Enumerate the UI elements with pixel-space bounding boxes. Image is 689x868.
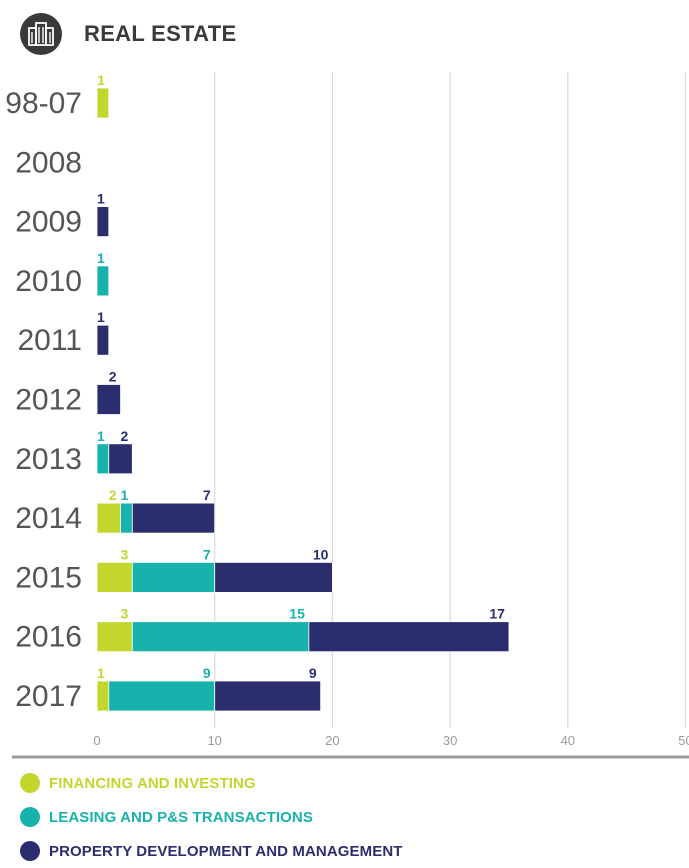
data-label: 9	[309, 665, 317, 681]
bar-segment-1	[97, 266, 109, 296]
data-label: 3	[121, 606, 129, 622]
category-label: 98-07	[5, 87, 82, 120]
legend-swatch-leasing	[20, 807, 40, 827]
bar-segment-0	[97, 562, 132, 592]
data-label: 3	[121, 546, 129, 562]
data-label: 15	[289, 606, 305, 622]
data-label: 10	[313, 546, 329, 562]
legend-label-property: PROPERTY DEVELOPMENT AND MANAGEMENT	[49, 843, 403, 860]
bar-segment-2	[97, 207, 109, 237]
x-tick-label: 20	[325, 733, 339, 748]
data-label: 1	[97, 72, 105, 88]
bar-segment-2	[97, 325, 109, 355]
data-label: 1	[97, 191, 105, 207]
bar-segment-1	[132, 622, 309, 652]
data-label: 7	[203, 487, 211, 503]
data-label: 1	[97, 309, 105, 325]
data-label: 9	[203, 665, 211, 681]
data-label: 17	[489, 606, 505, 622]
x-tick-label: 40	[561, 733, 575, 748]
bar-segment-0	[97, 88, 109, 118]
data-label: 2	[109, 487, 117, 503]
bar-segment-1	[109, 681, 215, 711]
data-label: 1	[97, 250, 105, 266]
category-label: 2016	[15, 621, 82, 654]
category-labels: 98-07 2008 2009 2010 2011 2012 2013 2014 2015 201…	[5, 87, 82, 713]
legend-swatch-property	[20, 841, 40, 861]
bar-segment-2	[109, 444, 133, 474]
category-label: 2008	[15, 146, 82, 179]
x-tick-label: 0	[93, 733, 100, 748]
bar-segment-0	[97, 503, 121, 533]
bar-segment-2	[97, 385, 121, 415]
bar-segment-2	[309, 622, 509, 652]
category-label: 2010	[15, 265, 82, 298]
bar-segment-1	[132, 562, 214, 592]
legend-item-leasing: LEASING AND P&S TRANSACTIONS	[20, 800, 403, 834]
x-tick-label: 10	[207, 733, 221, 748]
bar-segment-1	[121, 503, 133, 533]
category-label: 2012	[15, 384, 82, 417]
category-label: 2014	[15, 502, 82, 535]
category-label: 2011	[17, 324, 82, 357]
data-label: 7	[203, 546, 211, 562]
bar-segment-2	[215, 681, 321, 711]
bar-segment-2	[215, 562, 333, 592]
legend-label-financing: FINANCING AND INVESTING	[49, 775, 256, 792]
legend: FINANCING AND INVESTING LEASING AND P&S …	[20, 766, 403, 868]
category-label: 2017	[15, 680, 82, 713]
category-label: 2009	[15, 206, 82, 239]
data-label: 1	[97, 665, 105, 681]
category-label: 2013	[15, 443, 82, 476]
legend-item-financing: FINANCING AND INVESTING	[20, 766, 403, 800]
legend-item-property: PROPERTY DEVELOPMENT AND MANAGEMENT	[20, 834, 403, 868]
x-tick-label: 50	[678, 733, 689, 748]
bar-segment-2	[132, 503, 214, 533]
legend-swatch-financing	[20, 773, 40, 793]
legend-label-leasing: LEASING AND P&S TRANSACTIONS	[49, 809, 313, 826]
bar-segment-0	[97, 681, 109, 711]
data-label: 2	[109, 369, 117, 385]
bar-segment-0	[97, 622, 132, 652]
data-label: 1	[121, 487, 129, 503]
data-label: 1	[97, 428, 105, 444]
data-label: 2	[121, 428, 129, 444]
x-tick-label: 30	[443, 733, 457, 748]
x-axis-ticks: 0 10 20 30 40 50	[93, 733, 689, 748]
bar-segment-1	[97, 444, 109, 474]
category-label: 2015	[15, 561, 82, 594]
